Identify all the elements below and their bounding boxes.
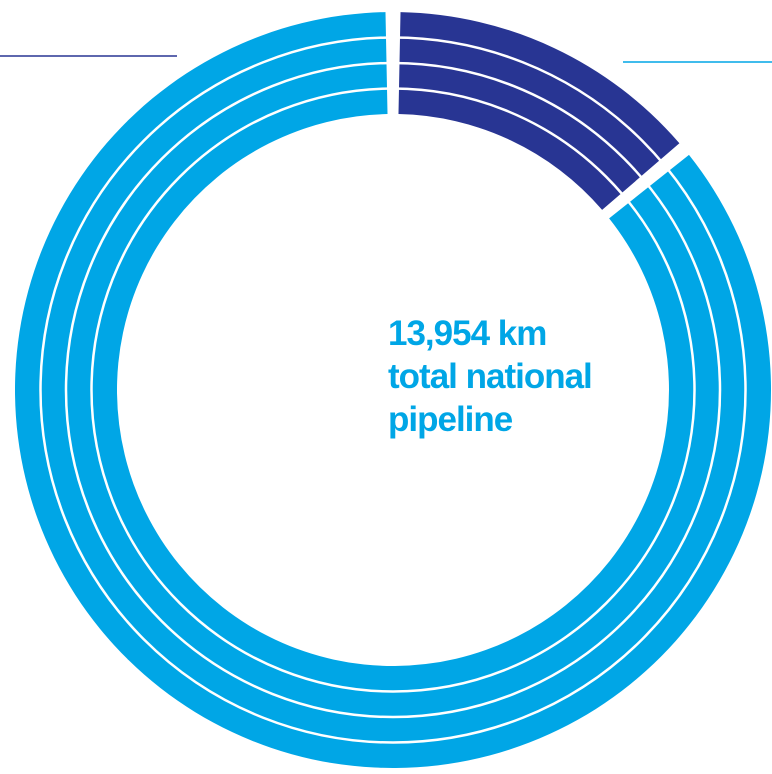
donut-rings — [14, 12, 771, 769]
center-label-line-1: 13,954 km — [388, 314, 547, 353]
center-label-line-2: total national — [388, 357, 593, 396]
donut-slice-1 — [398, 12, 680, 210]
ring-separator-2 — [64, 61, 722, 719]
decorative-lines — [0, 55, 772, 63]
center-label: 13,954 km total national pipeline — [388, 312, 668, 441]
ring-separator-3 — [90, 87, 696, 693]
ring-separator-1 — [39, 36, 747, 744]
center-label-line-3: pipeline — [388, 400, 513, 439]
ring-separators — [39, 36, 747, 744]
